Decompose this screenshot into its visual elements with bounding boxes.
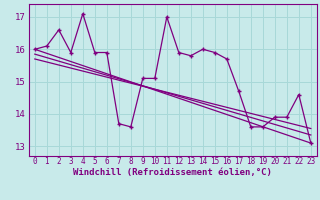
- X-axis label: Windchill (Refroidissement éolien,°C): Windchill (Refroidissement éolien,°C): [73, 168, 272, 177]
